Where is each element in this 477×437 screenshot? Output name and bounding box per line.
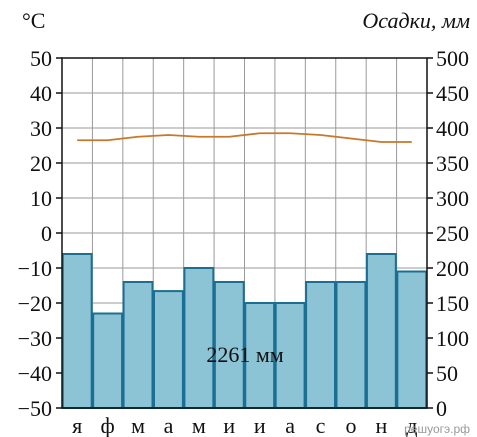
month-label: а [285,413,295,437]
right-tick-label: 500 [436,46,469,71]
total-precipitation-label: 2261 мм [206,342,283,367]
month-label: я [72,413,82,437]
left-tick-label: 40 [30,81,52,106]
month-label: ф [100,413,114,437]
precipitation-bar [122,281,154,409]
left-axis-title: °С [22,8,45,33]
precipitation-bars [61,253,428,410]
month-label: и [254,413,266,437]
precipitation-bar [365,253,397,409]
precipitation-bar [92,312,124,409]
left-tick-label: −50 [18,396,52,421]
right-tick-label: 200 [436,256,469,281]
month-label: м [192,413,206,437]
left-tick-label: 10 [30,186,52,211]
month-label: о [345,413,356,437]
right-tick-label: 250 [436,221,469,246]
watermark: решуогэ.рф [404,422,470,436]
right-axis-title: Осадки, мм [362,8,470,33]
right-tick-label: 0 [436,396,447,421]
left-tick-label: 20 [30,151,52,176]
right-tick-label: 400 [436,116,469,141]
right-tick-label: 450 [436,81,469,106]
month-label: а [164,413,174,437]
right-tick-label: 50 [436,361,458,386]
temperature-line-path [77,132,412,143]
right-tick-label: 100 [436,326,469,351]
month-label: н [375,413,387,437]
precipitation-bar [153,290,184,410]
precipitation-bar [396,270,428,409]
left-tick-label: 0 [41,221,52,246]
precipitation-bar [61,253,93,409]
right-tick-label: 300 [436,186,469,211]
left-tick-label: 30 [30,116,52,141]
left-tick-label: 50 [30,46,52,71]
left-tick-label: −40 [18,361,52,386]
right-tick-label: 150 [436,291,469,316]
precipitation-bar [335,281,367,409]
precipitation-bar [183,267,215,409]
month-label: и [223,413,235,437]
left-tick-label: −30 [18,326,52,351]
precipitation-bar [305,281,337,409]
temperature-line [77,132,412,143]
left-tick-label: −20 [18,291,52,316]
left-axis-ticks: 50 40 30 20 10 0 −10 −20 −30 −40 −50 [18,46,62,421]
precipitation-bar [274,302,306,409]
month-label: д [406,413,417,437]
month-label: с [316,413,326,437]
left-tick-label: −10 [18,256,52,281]
month-label: м [131,413,145,437]
precipitation-bar [244,302,276,409]
right-tick-label: 350 [436,151,469,176]
